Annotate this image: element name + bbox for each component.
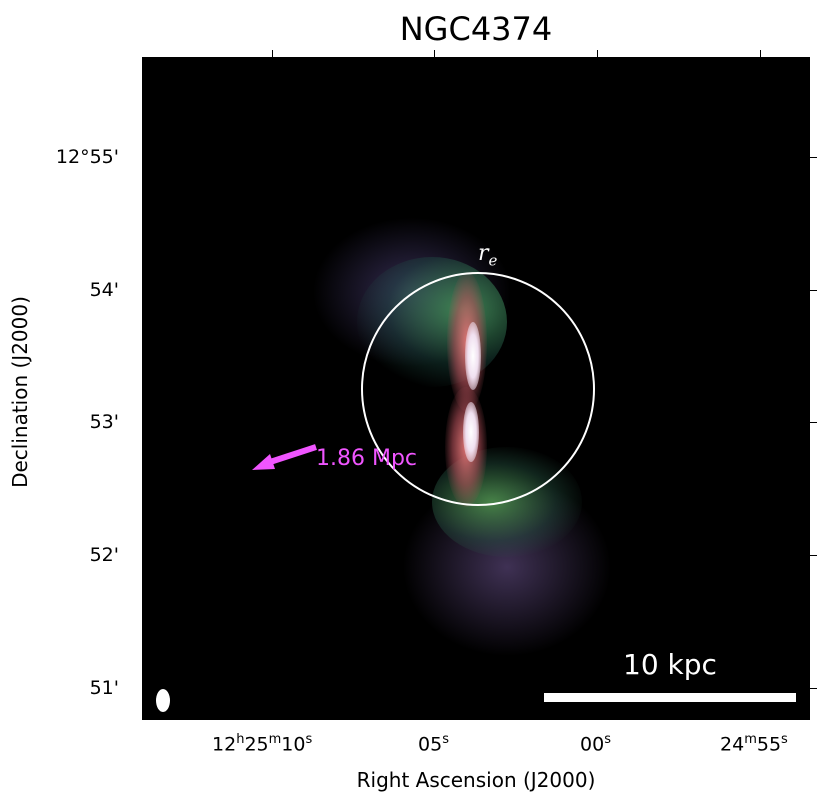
y-tick <box>142 422 150 423</box>
y-tick-label: 54' <box>89 279 119 301</box>
plot-title: NGC4374 <box>399 10 553 48</box>
y-tick-right <box>810 157 817 158</box>
x-tick-label: 00s <box>580 732 611 756</box>
distance-label: 1.86 Mpc <box>316 446 418 471</box>
x-tick-top <box>434 50 435 57</box>
x-tick <box>272 712 273 720</box>
y-tick-label: 52' <box>89 544 119 566</box>
x-tick-top <box>760 50 761 57</box>
x-tick-top <box>597 50 598 57</box>
scalebar <box>544 693 796 702</box>
x-tick-label: 24m55s <box>720 732 788 756</box>
x-axis-title: Right Ascension (J2000) <box>356 768 596 792</box>
y-tick <box>142 290 150 291</box>
y-tick-label: 51' <box>89 677 119 699</box>
x-tick-label: 05s <box>418 732 449 756</box>
y-tick-right <box>810 688 817 689</box>
x-tick <box>760 712 761 720</box>
y-tick-right <box>810 290 817 291</box>
effective-radius-circle <box>361 272 595 506</box>
y-tick-right <box>810 555 817 556</box>
x-tick <box>597 712 598 720</box>
radio-image: re 1.86 Mpc 10 kpc <box>142 57 810 720</box>
y-tick-label: 12°55' <box>55 146 119 168</box>
x-tick-top <box>272 50 273 57</box>
y-tick <box>142 555 150 556</box>
effective-radius-label: re <box>478 241 498 270</box>
y-tick <box>142 157 150 158</box>
y-axis-title: Declination (J2000) <box>8 296 32 488</box>
x-tick <box>434 712 435 720</box>
y-tick-label: 53' <box>89 411 119 433</box>
direction-arrow-icon <box>252 444 317 470</box>
y-tick <box>142 688 150 689</box>
x-tick-label: 12h25m10s <box>212 732 313 756</box>
y-tick-right <box>810 422 817 423</box>
beam-ellipse <box>156 689 170 712</box>
scalebar-label: 10 kpc <box>623 648 717 681</box>
